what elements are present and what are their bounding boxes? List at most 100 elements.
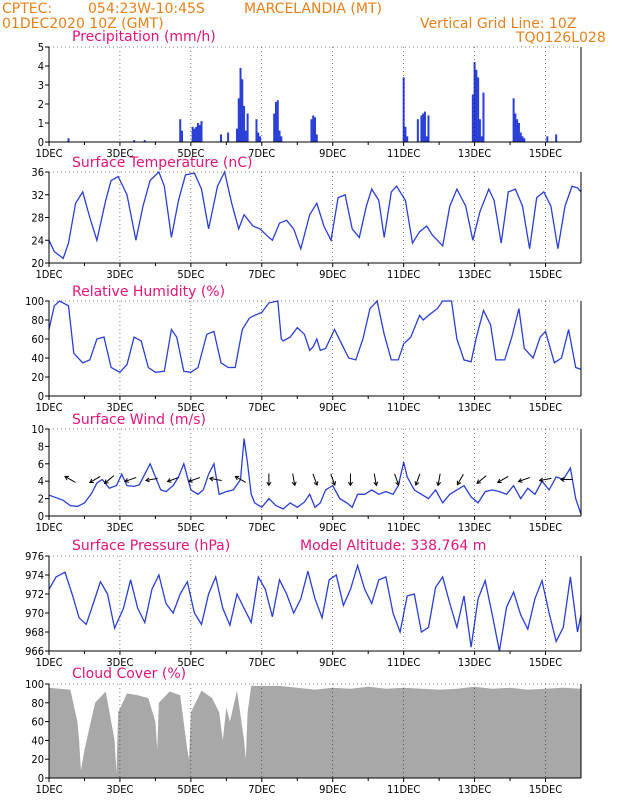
panel-title-rh: Relative Humidity (%) [72, 284, 225, 300]
wind-arrow-head [373, 481, 379, 487]
x-tick-label: 13DEC [458, 401, 491, 414]
panel-pres: Surface Pressure (hPa) Model Altitude: 33… [25, 538, 582, 669]
precip-bar [195, 126, 198, 142]
panel-title-precip: Precipitation (mm/h) [72, 29, 216, 45]
wind-arrow-head [187, 478, 193, 483]
wind-arrow [145, 477, 158, 481]
precip-bar [416, 119, 419, 142]
precip-bar [512, 98, 515, 142]
precip-bar [227, 132, 230, 142]
wind-arrow-head [144, 477, 150, 483]
x-tick-label: 11DEC [387, 147, 420, 160]
y-tick-label: 32 [31, 189, 44, 202]
precip-bar [280, 136, 283, 142]
x-tick-label: 9DEC [319, 147, 346, 160]
wind-arrow [64, 476, 76, 483]
wind-arrow [188, 476, 201, 482]
wind-arrow [415, 473, 421, 486]
precip-bar [276, 100, 279, 142]
wind-arrow [89, 476, 101, 483]
wind-arrow-head [331, 481, 337, 487]
precip-bar [475, 69, 478, 142]
y-tick-label: 100 [25, 678, 44, 691]
wind-arrow [373, 473, 377, 486]
wind-arrow [518, 476, 531, 482]
x-tick-label: 3DEC [106, 268, 133, 281]
wind-arrow-head [456, 480, 462, 486]
x-tick-label: 11DEC [387, 401, 420, 414]
wind-arrow-head [208, 476, 214, 482]
y-tick-label: 0 [38, 772, 44, 785]
y-tick-label: 8 [38, 440, 44, 453]
y-tick-label: 2 [38, 493, 44, 506]
panel-temp: Surface Temperature (nC) 20 24 28 32 36 1DEC 3D… [31, 155, 582, 281]
x-tick-label: 3DEC [106, 783, 133, 796]
wind-arrow-head [395, 481, 400, 487]
precip-bar [196, 123, 199, 142]
precip-bar [310, 119, 313, 142]
wind-arrow [124, 476, 137, 482]
x-tick-label: 3DEC [106, 147, 133, 160]
precip-bar [314, 117, 316, 142]
precip-bar [420, 115, 423, 142]
wind-arrow-head [517, 478, 523, 483]
precip-bar [181, 130, 183, 142]
x-tick-label: 11DEC [387, 521, 420, 534]
precip-bar [478, 119, 481, 142]
y-tick-label: 6 [38, 458, 44, 471]
x-tick-label: 13DEC [458, 147, 491, 160]
wind-arrow [456, 474, 464, 485]
y-tick-label: 80 [31, 314, 44, 327]
y-tick-label: 1 [38, 117, 44, 130]
header-coords: 054:23W-10:45S [88, 1, 205, 17]
panel-rh: Relative Humidity (%) 0 20 40 60 80 100 1DEC 3DE… [25, 284, 582, 414]
x-tick-label: 1DEC [35, 783, 62, 796]
precip-bar [241, 79, 244, 142]
y-tick-label: 976 [25, 550, 44, 563]
precip-bar [404, 126, 407, 142]
x-tick-label: 11DEC [387, 783, 420, 796]
x-tick-label: 5DEC [177, 401, 204, 414]
precip-bar [517, 123, 520, 142]
panel-title-pres: Surface Pressure (hPa) [72, 538, 230, 554]
x-tick-label: 1DEC [35, 268, 62, 281]
precip-bar [133, 140, 136, 142]
x-tick-label: 7DEC [248, 147, 275, 160]
y-tick-label: 80 [31, 697, 44, 710]
precip-bar [255, 119, 258, 142]
x-tick-label: 1DEC [35, 147, 62, 160]
y-tick-label: 970 [25, 607, 44, 620]
x-tick-label: 9DEC [319, 268, 346, 281]
x-tick-label: 13DEC [458, 521, 491, 534]
y-tick-label: 40 [31, 352, 44, 365]
precip-bar [555, 134, 558, 142]
x-tick-label: 15DEC [529, 147, 562, 160]
wind-arrow-head [496, 478, 502, 484]
x-tick-label: 7DEC [248, 401, 275, 414]
panel-cloud: Cloud Cover (%) 0 20 40 60 80 100 1DEC 3DEC 5DEC 7… [25, 666, 582, 796]
wind-arrow [394, 473, 400, 486]
precip-bar [179, 119, 182, 142]
x-tick-label: 15DEC [529, 656, 562, 669]
y-tick-label: 60 [31, 716, 44, 729]
wind-arrow [437, 473, 441, 486]
y-tick-label: 4 [38, 60, 44, 73]
x-tick-label: 7DEC [248, 268, 275, 281]
x-tick-label: 15DEC [529, 401, 562, 414]
precip-bar [235, 128, 238, 142]
wind-arrow-head [166, 478, 172, 483]
y-tick-label: 0 [38, 510, 44, 523]
x-tick-label: 3DEC [106, 401, 133, 414]
x-tick-label: 7DEC [248, 783, 275, 796]
y-tick-label: 20 [31, 753, 44, 766]
wind-arrow [292, 473, 296, 486]
y-tick-label: 20 [31, 371, 44, 384]
x-tick-label: 15DEC [529, 521, 562, 534]
y-tick-label: 60 [31, 333, 44, 346]
wind-arrow [539, 477, 552, 481]
wind-arrow-head [538, 477, 544, 483]
x-tick-label: 3DEC [106, 521, 133, 534]
panel-wind: Surface Wind (m/s) 0 2 4 6 8 10 1DEC 3DEC 5DEC 7DE… [31, 412, 582, 534]
x-tick-label: 9DEC [319, 783, 346, 796]
